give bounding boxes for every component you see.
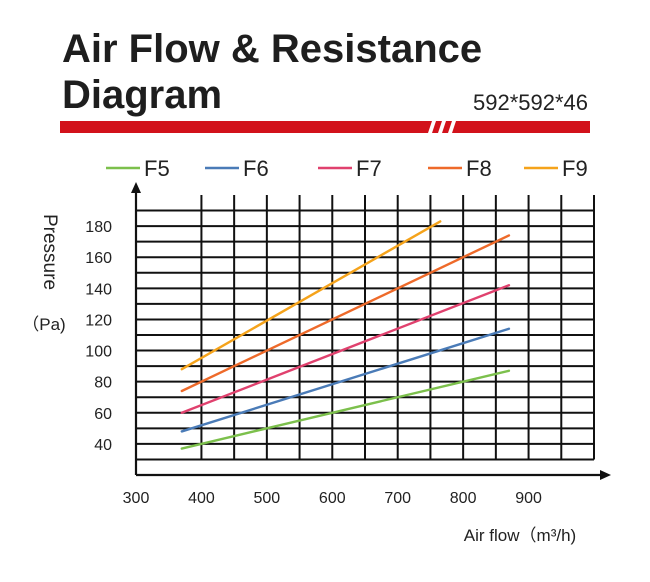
legend-label-f9: F9: [562, 156, 588, 181]
series-line-f6: [180, 327, 511, 433]
x-axis-arrow: [600, 470, 611, 480]
series-line-f9: [180, 220, 442, 371]
legend-label-f6: F6: [243, 156, 269, 181]
chart-axes: [131, 182, 611, 480]
y-tick-label: 40: [94, 437, 112, 454]
x-tick-label: 500: [254, 490, 281, 507]
page-title: Air Flow & Resistance Diagram: [62, 27, 483, 117]
banner-stripe-1: [428, 121, 436, 133]
legend-label-f8: F8: [466, 156, 492, 181]
model-size-label: 592*592*46: [472, 90, 588, 115]
legend: F5 F6 F7 F8 F9: [106, 156, 588, 181]
banner-bar: [60, 121, 590, 133]
y-tick-label: 180: [85, 219, 112, 236]
y-tick-labels: 40 60 80 100 120 140 160 180: [85, 219, 112, 454]
y-axis-unit-label: （Pa): [22, 315, 65, 334]
x-tick-label: 900: [515, 490, 542, 507]
legend-label-f5: F5: [144, 156, 170, 181]
y-tick-label: 60: [94, 406, 112, 423]
series-line-f8: [180, 234, 511, 393]
banner-stripe-3: [448, 121, 456, 133]
x-tick-labels: 300 400 500 600 700 800 900: [123, 490, 542, 507]
chart-grid: [136, 195, 595, 461]
x-tick-label: 700: [384, 490, 411, 507]
series-line-f7: [180, 284, 511, 414]
x-axis-label: Air flow（m³/h): [464, 526, 576, 545]
y-tick-label: 160: [85, 250, 112, 267]
x-tick-label: 800: [450, 490, 477, 507]
y-tick-label: 140: [85, 281, 112, 298]
y-tick-label: 120: [85, 312, 112, 329]
y-tick-label: 80: [94, 375, 112, 392]
y-axis-label: Pressure: [39, 214, 60, 290]
data-series: [180, 220, 511, 450]
x-tick-label: 400: [188, 490, 215, 507]
series-line-f5: [180, 369, 511, 450]
y-axis-arrow: [131, 182, 141, 193]
legend-label-f7: F7: [356, 156, 382, 181]
y-tick-label: 100: [85, 344, 112, 361]
x-tick-label: 300: [123, 490, 150, 507]
banner-stripe-2: [438, 121, 446, 133]
title-underline-banner: [60, 121, 590, 133]
x-tick-label: 600: [319, 490, 346, 507]
